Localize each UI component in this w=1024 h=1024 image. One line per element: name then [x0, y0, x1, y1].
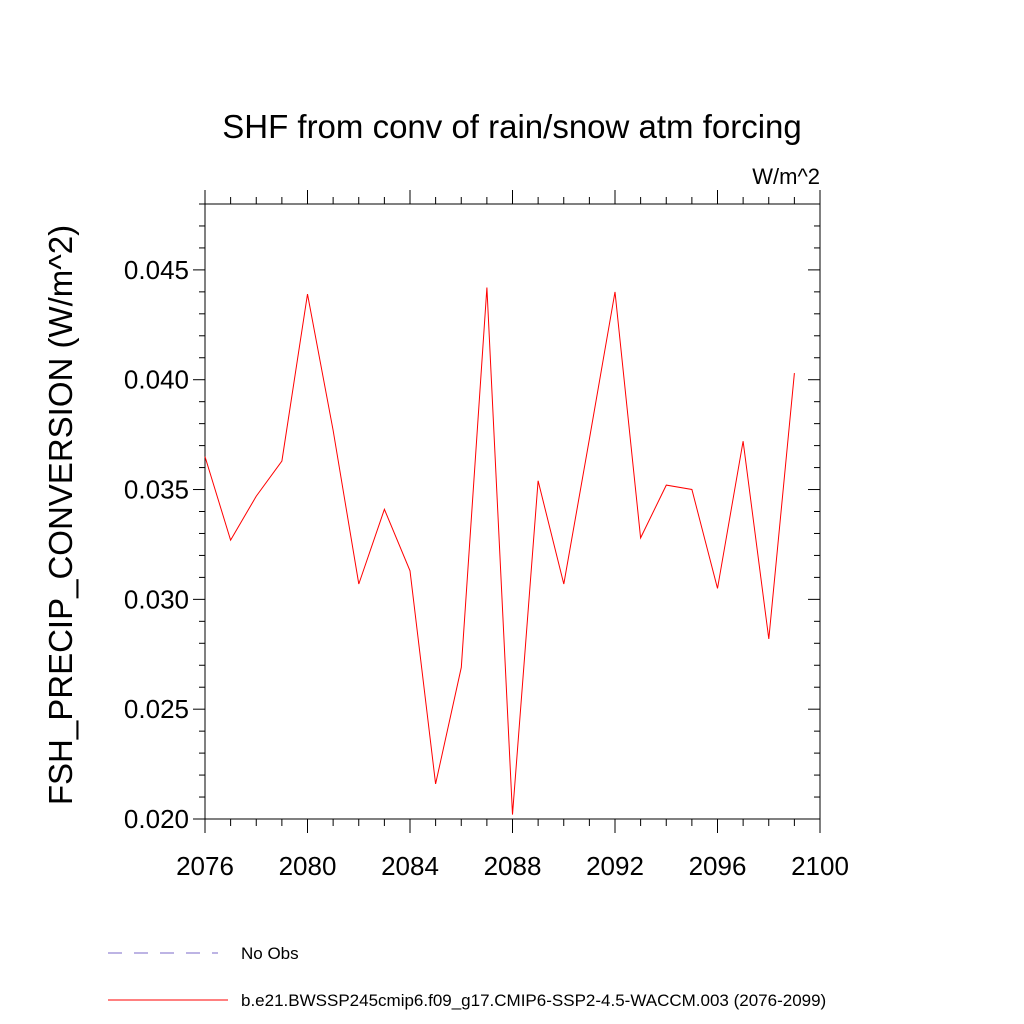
x-tick-label: 2076 [176, 851, 234, 881]
minor-ticks [199, 197, 820, 826]
y-tick-label: 0.020 [124, 804, 189, 834]
legend-label-no-obs: No Obs [241, 944, 299, 963]
legend-label-model: b.e21.BWSSP245cmip6.f09_g17.CMIP6-SSP2-4… [241, 991, 826, 1010]
x-tick-label: 2084 [381, 851, 439, 881]
y-tick-label: 0.035 [124, 475, 189, 505]
y-tick-label: 0.040 [124, 365, 189, 395]
series-layer [204, 287, 795, 815]
y-tick-label: 0.025 [124, 694, 189, 724]
x-tick-label: 2092 [586, 851, 644, 881]
x-tick-labels: 2076 2080 2084 2088 2092 2096 2100 [176, 851, 849, 881]
x-tick-label: 2100 [791, 851, 849, 881]
x-tick-label: 2096 [689, 851, 747, 881]
y-axis-label: FSH_PRECIP_CONVERSION (W/m^2) [42, 225, 79, 805]
y-tick-label: 0.030 [124, 584, 189, 614]
y-tick-labels: 0.020 0.025 0.030 0.035 0.040 0.045 [124, 255, 189, 834]
series-line [204, 287, 795, 815]
x-tick-label: 2088 [484, 851, 542, 881]
x-tick-label: 2080 [279, 851, 337, 881]
legend: No Obs b.e21.BWSSP245cmip6.f09_g17.CMIP6… [108, 944, 826, 1010]
plot-frame [204, 203, 821, 820]
chart-title: SHF from conv of rain/snow atm forcing [222, 108, 802, 145]
y-tick-label: 0.045 [124, 255, 189, 285]
major-ticks [193, 190, 821, 833]
units-label: W/m^2 [752, 164, 820, 189]
